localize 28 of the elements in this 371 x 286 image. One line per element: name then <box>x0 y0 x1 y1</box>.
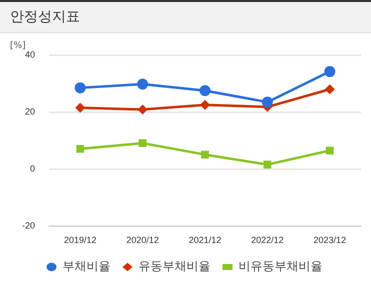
point <box>326 146 334 154</box>
x-tick-label: 2022/12 <box>251 235 284 246</box>
y-tick-label: 0 <box>30 164 36 174</box>
point <box>200 100 210 110</box>
x-tick-label: 2020/12 <box>126 235 159 246</box>
point <box>138 139 146 148</box>
point <box>262 96 273 108</box>
point <box>324 66 336 78</box>
point <box>76 144 84 153</box>
legend-label: 유동부채비율 <box>138 259 210 274</box>
chart-title: 안정성지표 <box>0 0 371 33</box>
point <box>137 78 148 90</box>
point <box>324 84 335 94</box>
legend-label: 부채비율 <box>62 259 110 274</box>
point <box>200 85 211 96</box>
x-tick-label: 2019/12 <box>64 235 96 246</box>
point <box>75 102 86 113</box>
y-tick-label: -20 <box>22 220 36 231</box>
y-axis-title: [%] <box>10 40 26 51</box>
x-tick-label: 2023/12 <box>314 235 346 246</box>
y-tick-label: 40 <box>24 49 36 60</box>
legend-label: 비유동부채비율 <box>238 259 322 274</box>
point <box>201 150 209 158</box>
point <box>138 104 148 114</box>
y-tick-label: 20 <box>24 106 36 117</box>
point <box>74 82 86 94</box>
x-tick-label: 2021/12 <box>188 235 222 246</box>
point <box>264 160 272 168</box>
